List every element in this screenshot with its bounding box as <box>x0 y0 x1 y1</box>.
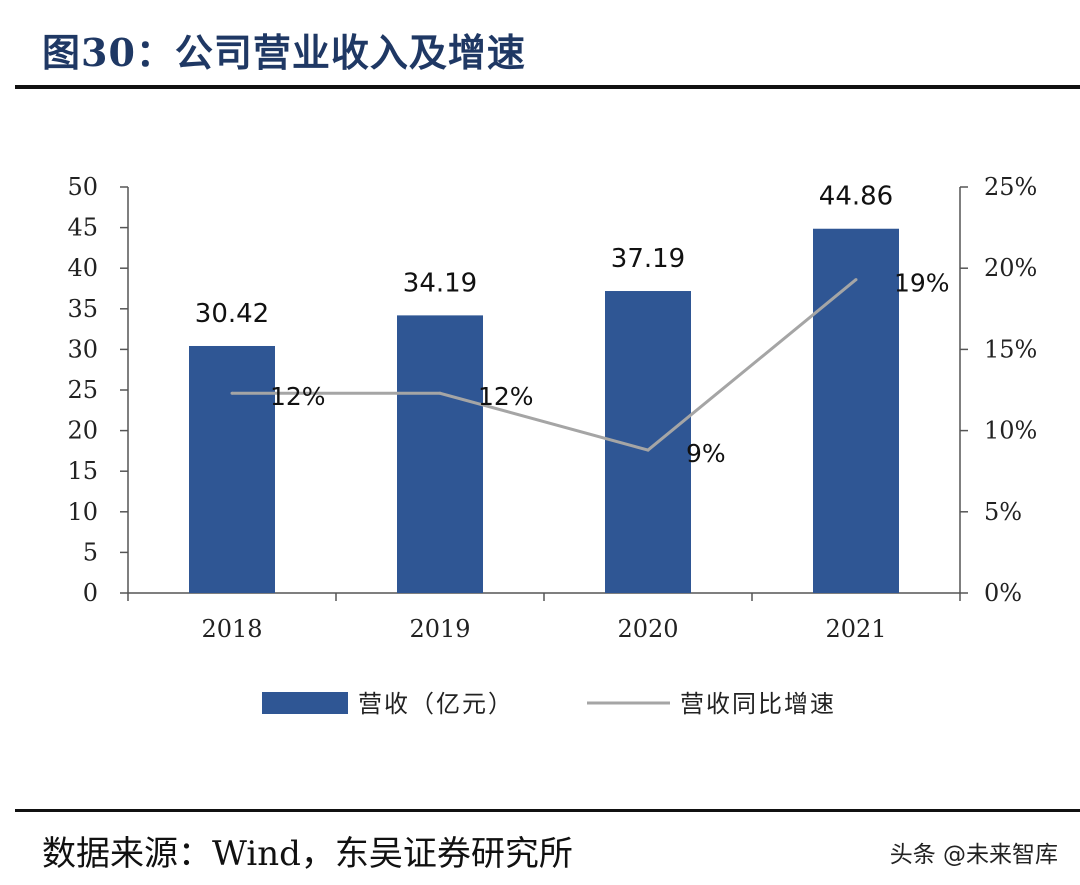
revenue-data-label: 30.42 <box>195 299 269 329</box>
left-tick-label: 10 <box>67 498 98 526</box>
chart-title: 图30：公司营业收入及增速 <box>42 30 526 75</box>
left-tick-label: 0 <box>83 579 98 607</box>
left-tick-label: 20 <box>67 417 98 445</box>
right-tick-label: 15% <box>984 335 1037 363</box>
left-tick-label: 40 <box>67 254 98 282</box>
right-tick-label: 10% <box>984 417 1037 445</box>
revenue-bar <box>397 315 483 593</box>
growth-line <box>232 278 857 452</box>
growth-data-label: 9% <box>686 439 726 468</box>
data-source: 数据来源：Wind，东吴证券研究所 <box>42 834 573 874</box>
revenue-data-label: 44.86 <box>819 182 893 212</box>
legend-bar-label: 营收（亿元） <box>358 690 514 718</box>
left-tick-label: 15 <box>67 457 98 485</box>
revenue-data-label: 34.19 <box>403 268 477 298</box>
watermark: 头条 @未来智库 <box>889 835 1058 869</box>
left-tick-label: 45 <box>67 214 98 242</box>
x-tick-label: 2021 <box>825 615 886 643</box>
bottom-divider <box>15 809 1080 812</box>
left-tick-label: 30 <box>67 335 98 363</box>
left-tick-label: 35 <box>67 295 98 323</box>
legend-bar-swatch <box>262 692 348 714</box>
left-tick-label: 25 <box>67 376 98 404</box>
revenue-bar <box>189 345 275 593</box>
growth-point <box>230 391 234 395</box>
right-tick-label: 25% <box>984 173 1037 201</box>
left-tick-label: 5 <box>83 538 98 566</box>
right-tick-label: 20% <box>984 254 1037 282</box>
growth-data-label: 19% <box>894 269 950 298</box>
left-tick-label: 50 <box>67 173 98 201</box>
growth-data-label: 12% <box>478 382 534 411</box>
top-divider <box>15 85 1080 89</box>
x-tick-label: 2019 <box>409 615 470 643</box>
chart-canvas: 0 5 10 15 20 25 30 35 40 45 50 0% 5% 10% 15% 20% 25% 2018… <box>67 173 1037 718</box>
growth-point <box>646 448 650 452</box>
growth-data-label: 12% <box>270 382 326 411</box>
growth-point <box>854 278 858 282</box>
revenue-data-label: 37.19 <box>611 244 685 274</box>
x-tick-label: 2020 <box>617 615 678 643</box>
revenue-bar <box>813 228 899 593</box>
right-tick-label: 0% <box>984 579 1022 607</box>
growth-point <box>438 391 442 395</box>
x-tick-label: 2018 <box>201 615 262 643</box>
right-tick-label: 5% <box>984 498 1022 526</box>
legend-line-label: 营收同比增速 <box>680 690 836 718</box>
